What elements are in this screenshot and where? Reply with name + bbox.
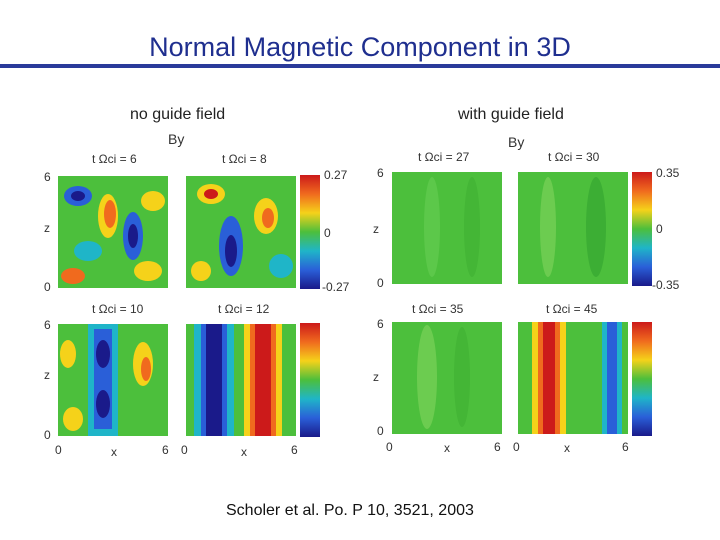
left-heading: no guide field — [130, 106, 226, 123]
right-panel-t27 — [392, 172, 502, 284]
left-x-tick-start-2: 0 — [181, 443, 188, 457]
right-panel-t35 — [392, 322, 502, 434]
right-z-tick-bottom-2: 0 — [377, 424, 384, 438]
right-panel-label-4: t Ωci = 45 — [546, 302, 598, 316]
title-underline — [0, 64, 720, 68]
right-panel-t30 — [518, 172, 628, 284]
right-heading: with guide field — [458, 106, 564, 123]
left-colorbar-2 — [300, 323, 320, 437]
left-panel-label-3: t Ωci = 10 — [92, 302, 144, 316]
left-field-label: By — [168, 131, 185, 147]
left-x-tick-end-2: 6 — [291, 443, 298, 457]
right-panel-t45 — [518, 322, 628, 434]
left-x-label-2: x — [241, 445, 247, 459]
left-z-label-2: z — [44, 368, 50, 382]
left-z-tick-bottom-1: 0 — [44, 280, 51, 294]
left-x-tick-end-1: 6 — [162, 443, 169, 457]
left-panel-label-2: t Ωci = 8 — [222, 152, 267, 166]
right-x-label-2: x — [564, 441, 570, 455]
right-z-label-2: z — [373, 370, 379, 384]
right-panel-label-1: t Ωci = 27 — [418, 150, 470, 164]
right-colorbar — [632, 172, 652, 286]
right-x-label-1: x — [444, 441, 450, 455]
right-panel-label-3: t Ωci = 35 — [412, 302, 464, 316]
slide-title: Normal Magnetic Component in 3D — [149, 32, 571, 62]
left-panel-t12 — [186, 324, 296, 436]
right-colorbar-2 — [632, 322, 652, 436]
right-z-tick-top-2: 6 — [377, 317, 384, 331]
left-z-tick-top-1: 6 — [44, 170, 51, 184]
left-panel-t8 — [186, 176, 296, 288]
right-x-tick-start-2: 0 — [513, 440, 520, 454]
left-colorbar-zero: 0 — [324, 226, 331, 240]
left-x-tick-start-1: 0 — [55, 443, 62, 457]
right-field-label: By — [508, 134, 525, 150]
left-z-tick-top-2: 6 — [44, 318, 51, 332]
left-x-label-1: x — [111, 445, 117, 459]
left-panel-label-1: t Ωci = 6 — [92, 152, 137, 166]
left-z-tick-bottom-2: 0 — [44, 428, 51, 442]
right-colorbar-zero: 0 — [656, 222, 663, 236]
right-panel-label-2: t Ωci = 30 — [548, 150, 600, 164]
citation: Scholer et al. Po. P 10, 3521, 2003 — [226, 502, 474, 519]
left-panel-t6 — [58, 176, 168, 288]
right-x-tick-end-1: 6 — [494, 440, 501, 454]
left-z-label-1: z — [44, 221, 50, 235]
left-panel-label-4: t Ωci = 12 — [218, 302, 270, 316]
left-colorbar — [300, 175, 320, 289]
right-z-tick-top-1: 6 — [377, 166, 384, 180]
right-z-tick-bottom-1: 0 — [377, 276, 384, 290]
left-colorbar-max: 0.27 — [324, 168, 348, 182]
right-x-tick-start-1: 0 — [386, 440, 393, 454]
right-x-tick-end-2: 6 — [622, 440, 629, 454]
right-colorbar-min: -0.35 — [652, 278, 680, 292]
right-colorbar-max: 0.35 — [656, 166, 680, 180]
left-colorbar-min: -0.27 — [322, 280, 350, 294]
right-z-label-1: z — [373, 222, 379, 236]
left-panel-t10 — [58, 324, 168, 436]
